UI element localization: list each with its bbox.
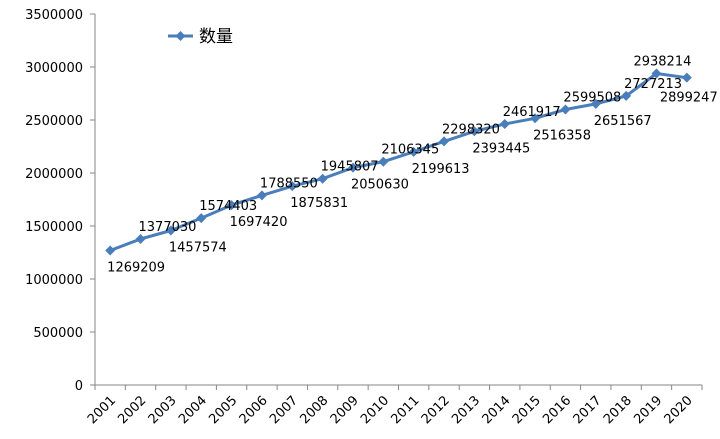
x-tick-label: 2001 <box>85 393 119 427</box>
legend-label: 数量 <box>199 27 233 47</box>
data-label: 2461917 <box>503 105 561 120</box>
data-point-marker <box>287 181 298 192</box>
data-point-marker <box>408 146 419 157</box>
data-label: 2727213 <box>624 77 682 92</box>
data-label: 2393445 <box>472 141 530 156</box>
data-label: 2199613 <box>412 162 470 177</box>
x-tick-label: 2009 <box>328 393 362 427</box>
y-tick-label: 1500000 <box>25 220 83 235</box>
data-point-marker <box>378 156 389 167</box>
data-point-marker <box>105 245 116 256</box>
x-tick-label: 2020 <box>662 393 696 427</box>
x-tick-label: 2008 <box>297 393 331 427</box>
data-point-marker <box>347 162 358 173</box>
data-point-marker <box>590 98 601 109</box>
y-tick-label: 500000 <box>33 326 83 341</box>
data-label: 1875831 <box>290 196 348 211</box>
data-label: 2298320 <box>442 122 500 137</box>
x-tick-label: 2015 <box>510 393 544 427</box>
data-label: 1574403 <box>199 199 257 214</box>
data-label: 2050630 <box>351 178 409 193</box>
data-label: 2599508 <box>563 90 621 105</box>
x-tick-label: 2018 <box>601 393 635 427</box>
x-tick-label: 2016 <box>540 393 574 427</box>
data-label: 2899247 <box>660 91 718 106</box>
x-tick-label: 2003 <box>146 393 180 427</box>
y-tick-label: 3500000 <box>25 8 83 23</box>
series-line <box>109 72 688 252</box>
data-label: 1788550 <box>260 176 318 191</box>
x-tick-label: 2006 <box>237 393 271 427</box>
data-point-marker <box>165 225 176 236</box>
data-point-marker <box>681 72 692 83</box>
data-label: 2938214 <box>633 55 691 70</box>
y-tick-label: 3000000 <box>25 61 83 76</box>
x-tick-label: 2010 <box>358 393 392 427</box>
data-label: 2516358 <box>533 128 591 143</box>
data-label: 1377030 <box>139 220 197 235</box>
data-point-marker <box>469 126 480 137</box>
data-point-marker <box>651 68 662 79</box>
data-point-marker <box>560 104 571 115</box>
x-tick-label: 2005 <box>206 393 240 427</box>
data-point-marker <box>135 234 146 245</box>
data-label: 1269209 <box>107 260 165 275</box>
y-tick-label: 1000000 <box>25 273 83 288</box>
legend-marker <box>175 31 186 41</box>
x-tick-label: 2011 <box>388 393 422 427</box>
data-label: 2106345 <box>381 143 439 158</box>
data-label: 1945807 <box>321 160 379 175</box>
data-point-marker <box>499 119 510 130</box>
data-point-marker <box>196 213 207 224</box>
data-label: 2651567 <box>594 114 652 129</box>
x-tick-label: 2019 <box>631 393 665 427</box>
x-tick-label: 2013 <box>449 393 483 427</box>
data-label: 1457574 <box>169 240 227 255</box>
data-point-marker <box>256 190 267 201</box>
x-tick-label: 2017 <box>571 393 605 427</box>
x-tick-label: 2014 <box>480 393 514 427</box>
x-tick-label: 2004 <box>176 393 210 427</box>
y-tick-label: 0 <box>75 379 83 394</box>
y-tick-label: 2000000 <box>25 167 83 182</box>
data-point-marker <box>439 136 450 147</box>
y-tick-label: 2500000 <box>25 114 83 129</box>
x-tick-label: 2007 <box>267 393 301 427</box>
x-tick-label: 2012 <box>419 393 453 427</box>
x-tick-label: 2002 <box>115 393 149 427</box>
data-point-marker <box>226 200 237 211</box>
data-point-marker <box>317 173 328 184</box>
data-point-marker <box>530 113 541 124</box>
data-label: 1697420 <box>230 215 288 230</box>
data-point-marker <box>621 90 632 101</box>
